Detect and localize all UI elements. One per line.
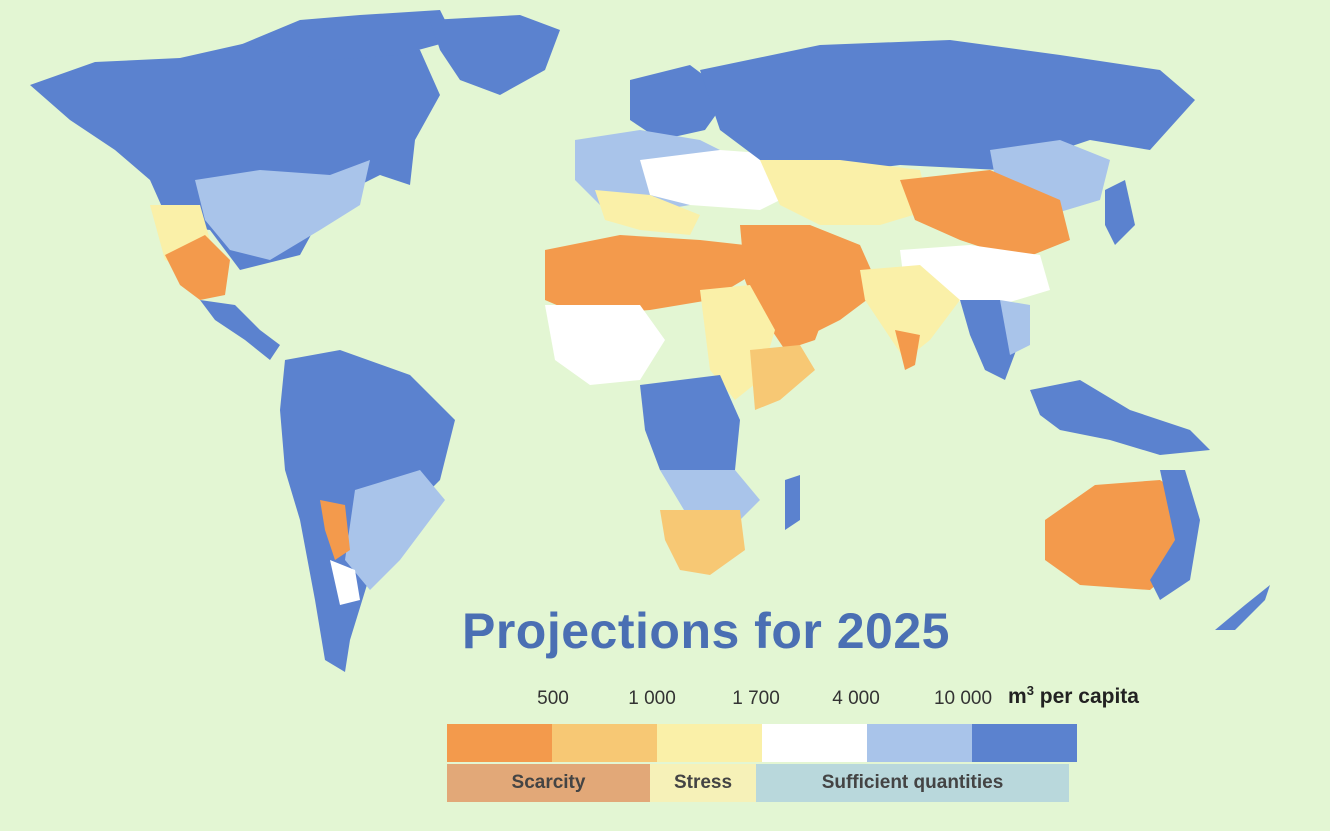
region-arabia — [760, 270, 830, 350]
region-arctic-islands — [240, 10, 455, 60]
region-europe-central — [640, 150, 800, 210]
region-central-america — [200, 300, 280, 360]
region-sahel — [545, 305, 665, 385]
legend-unit: m3 per capita — [1008, 683, 1139, 709]
legend-swatch-1 — [447, 724, 552, 762]
region-japan — [1105, 180, 1135, 245]
region-indonesia — [1030, 380, 1210, 455]
region-russia — [700, 40, 1195, 175]
legend-threshold-10000: 10 000 — [933, 688, 993, 709]
region-andes-scarcity — [320, 500, 350, 560]
region-mexico — [165, 235, 230, 300]
legend-category-bands: Scarcity Stress Sufficient quantities — [447, 764, 1069, 802]
region-new-zealand — [1215, 585, 1270, 630]
legend-swatch-3 — [657, 724, 762, 762]
region-southern-africa — [660, 510, 745, 575]
region-madagascar — [785, 475, 800, 530]
region-central-africa-light — [660, 470, 760, 520]
region-australia — [1045, 480, 1190, 590]
unit-exponent: 3 — [1026, 683, 1034, 698]
region-us-central — [195, 160, 370, 260]
region-greenland — [430, 15, 560, 95]
region-south-asia — [860, 265, 960, 360]
legend-threshold-4000: 4 000 — [832, 688, 880, 709]
legend-threshold-500: 500 — [537, 688, 569, 709]
region-patagonia — [330, 560, 360, 605]
legend-color-scale — [447, 724, 1077, 762]
region-europe-south — [595, 190, 700, 235]
legend-swatch-2 — [552, 724, 657, 762]
region-north-america — [30, 30, 440, 270]
band-scarcity: Scarcity — [447, 764, 650, 802]
region-south-america-south — [345, 470, 445, 590]
unit-tail: per capita — [1033, 685, 1139, 708]
region-china-scarcity — [900, 170, 1070, 260]
legend-threshold-1700: 1 700 — [732, 688, 780, 709]
band-sufficient-quantities: Sufficient quantities — [756, 764, 1069, 802]
legend-swatch-6 — [972, 724, 1077, 762]
unit-main: m — [1008, 685, 1027, 708]
legend-swatch-4 — [762, 724, 867, 762]
region-central-africa — [640, 375, 740, 490]
region-horn-africa — [750, 345, 815, 410]
region-indochina-light — [1000, 300, 1030, 355]
legend-swatch-5 — [867, 724, 972, 762]
legend-threshold-1000: 1 000 — [628, 688, 676, 709]
region-central-asia — [760, 160, 930, 225]
region-australia-east — [1150, 470, 1200, 600]
map-title: Projections for 2025 — [462, 603, 950, 659]
band-stress: Stress — [650, 764, 756, 802]
region-india-south — [895, 330, 920, 370]
